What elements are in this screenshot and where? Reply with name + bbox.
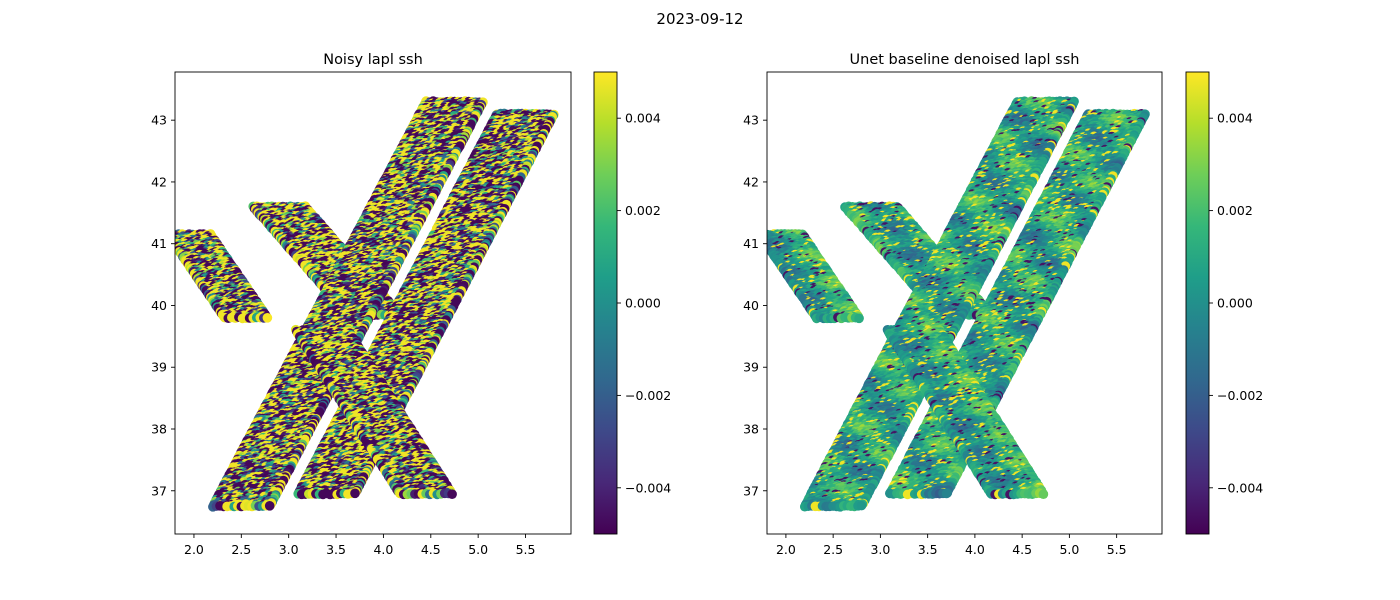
panel-title: Noisy lapl ssh	[323, 52, 423, 68]
scatter-point	[175, 236, 176, 242]
scatter-point	[262, 313, 273, 323]
figure-suptitle: 2023-09-12	[656, 10, 743, 28]
scatter-points	[175, 96, 559, 512]
